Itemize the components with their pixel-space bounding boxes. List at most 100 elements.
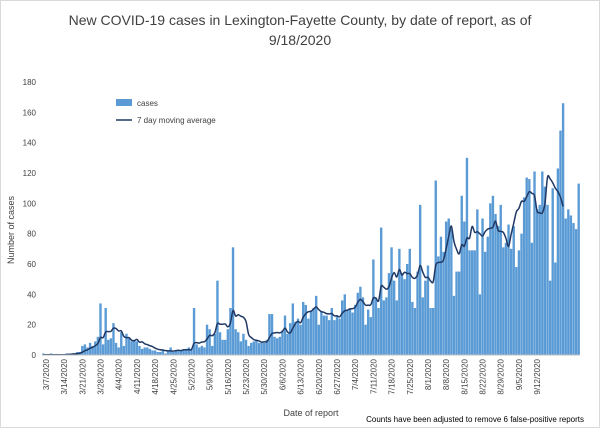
x-tick-label: 8/8/2020: [442, 358, 451, 390]
x-tick-labels: 3/7/2020 3/14/2020 3/21/2020 3/28/2020 4/4/2…: [42, 358, 542, 394]
bar: [112, 323, 115, 355]
footnote: Counts have been adjusted to remove 6 fa…: [366, 415, 584, 424]
bar: [86, 347, 89, 355]
bar: [515, 267, 518, 355]
bar: [561, 103, 565, 355]
chart-title-line1: New COVID-19 cases in Lexington-Fayette …: [68, 12, 532, 28]
x-tick-label: 6/27/2020: [333, 358, 342, 394]
bar: [221, 339, 224, 355]
x-tick-label: 7/25/2020: [406, 358, 415, 394]
bar: [133, 339, 136, 355]
x-tick-label: 5/23/2020: [242, 358, 251, 394]
bar: [468, 250, 471, 355]
bar: [143, 347, 146, 355]
bar: [429, 307, 432, 355]
bar: [96, 336, 100, 355]
y-tick-label: 80: [27, 230, 36, 239]
bar: [200, 345, 204, 355]
bar: [569, 215, 573, 355]
bar: [502, 247, 505, 355]
bar: [234, 329, 237, 355]
bar: [567, 209, 570, 355]
bar: [486, 236, 489, 355]
x-tick-label: 5/2/2020: [187, 358, 196, 390]
bar: [156, 351, 159, 355]
bar: [146, 347, 149, 355]
bar: [387, 273, 391, 355]
bar: [42, 353, 45, 355]
bar: [296, 318, 300, 355]
x-tick-label: 8/15/2020: [460, 358, 469, 394]
bar: [317, 324, 320, 355]
bar: [333, 320, 336, 355]
bar: [320, 311, 323, 355]
bar: [340, 300, 344, 355]
bar: [382, 300, 385, 355]
bar: [244, 339, 248, 355]
bar: [190, 348, 193, 355]
bar: [507, 224, 510, 355]
bar: [476, 209, 479, 355]
bar: [187, 347, 191, 355]
bar: [418, 204, 422, 355]
bar: [541, 171, 544, 355]
bar: [299, 324, 302, 355]
bar: [114, 342, 118, 355]
bar: [312, 307, 315, 355]
bar: [289, 323, 292, 355]
bar: [307, 318, 310, 355]
bar: [447, 218, 450, 355]
bar: [195, 344, 198, 355]
y-tick-label: 100: [23, 199, 37, 208]
bar: [522, 197, 526, 355]
bar: [439, 236, 443, 355]
bar: [328, 320, 331, 355]
bar: [218, 332, 222, 355]
bar: [364, 324, 367, 355]
bar: [255, 339, 258, 355]
moving-average-line: [43, 174, 564, 356]
bar: [120, 332, 123, 355]
bar: [192, 307, 196, 355]
bar: [250, 342, 253, 355]
bar: [252, 341, 256, 355]
x-tick-label: 3/14/2020: [60, 358, 69, 394]
bar: [177, 350, 180, 355]
bar: [517, 250, 521, 355]
bar: [81, 345, 84, 355]
x-tick-label: 9/12/2020: [533, 358, 542, 394]
x-tick-label: 8/1/2020: [424, 358, 433, 390]
bar: [283, 315, 287, 355]
bar: [117, 347, 120, 355]
bar: [379, 227, 383, 355]
bar: [421, 297, 424, 355]
y-tick-label: 60: [27, 260, 36, 269]
bar: [548, 280, 552, 355]
bar: [322, 315, 326, 355]
bar-series: [42, 103, 580, 355]
bar: [374, 297, 378, 355]
bar: [512, 226, 515, 355]
bar: [411, 301, 414, 355]
x-tick-label: 9/5/2020: [515, 358, 524, 390]
bar: [125, 333, 128, 355]
bar: [504, 242, 508, 355]
bar: [242, 333, 245, 355]
bar: [315, 295, 318, 355]
bar: [107, 339, 110, 355]
y-tick-label: 120: [23, 169, 37, 178]
bar: [369, 317, 372, 355]
legend-bar-swatch: [116, 99, 132, 106]
bar: [166, 350, 170, 355]
x-tick-label: 3/21/2020: [78, 358, 87, 394]
bar: [556, 168, 560, 355]
x-tick-label: 6/20/2020: [315, 358, 324, 394]
y-tick-label: 20: [27, 321, 36, 330]
bar: [338, 318, 341, 355]
bar: [457, 271, 461, 355]
bar: [509, 248, 513, 355]
bar: [390, 247, 393, 355]
bar: [226, 329, 230, 355]
y-tick-label: 160: [23, 108, 37, 117]
bar: [151, 350, 154, 355]
